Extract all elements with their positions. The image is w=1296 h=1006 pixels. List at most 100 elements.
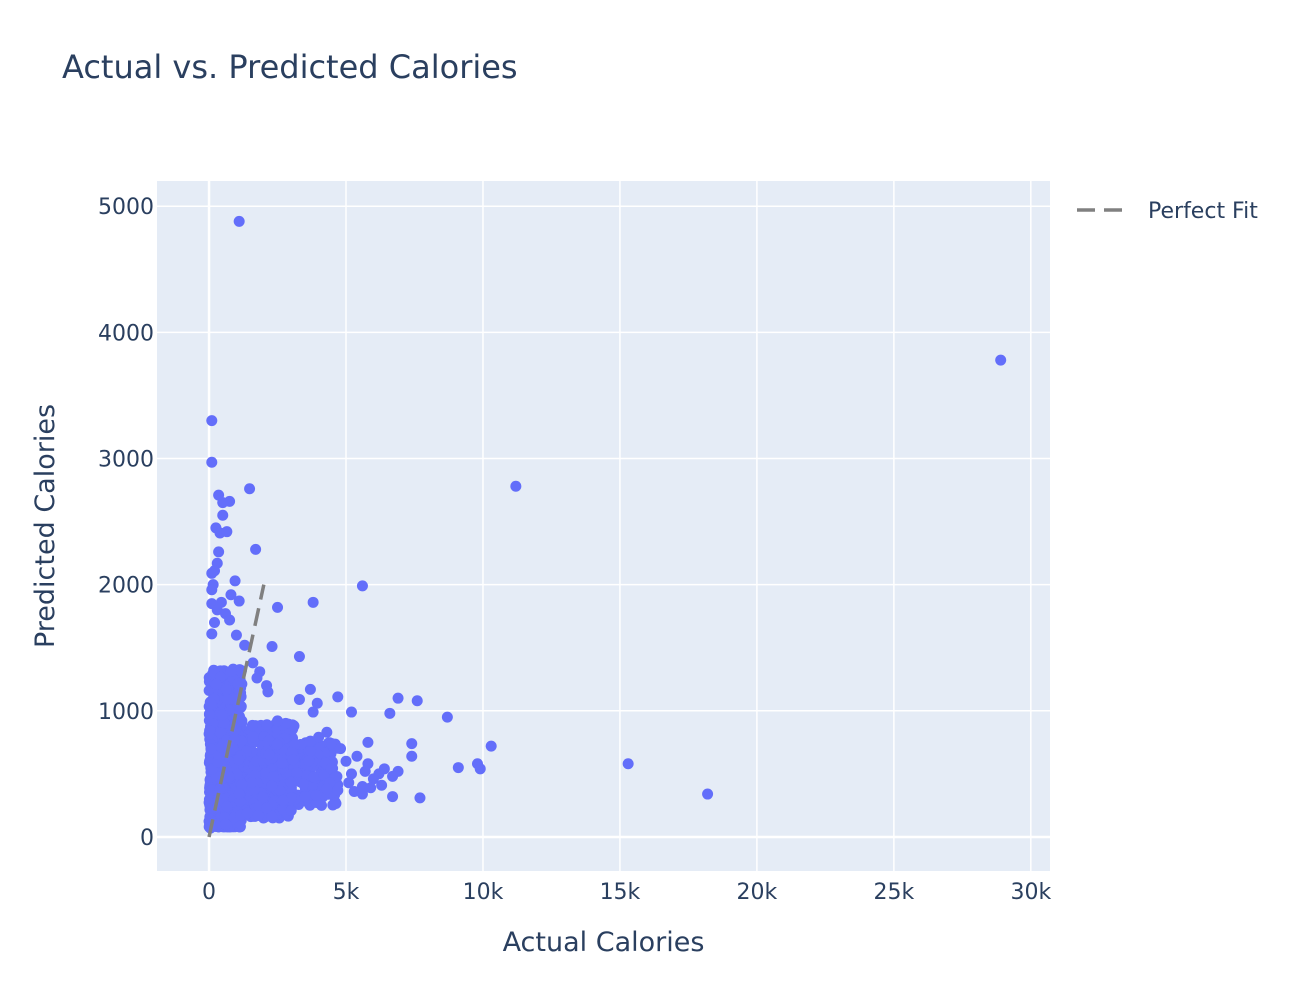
- cluster-point: [266, 811, 278, 823]
- cluster-point: [218, 717, 230, 729]
- cluster-point: [233, 788, 245, 800]
- data-point: [261, 802, 273, 814]
- cluster-point: [263, 748, 275, 760]
- data-point: [335, 743, 347, 755]
- data-point: [343, 777, 355, 789]
- y-tick-label: 5000: [98, 195, 154, 220]
- cluster-point: [304, 745, 316, 757]
- cluster-point: [223, 771, 235, 783]
- data-point: [213, 546, 225, 558]
- data-point: [266, 640, 278, 652]
- cluster-point: [291, 767, 303, 779]
- data-point: [441, 711, 453, 723]
- data-point: [406, 750, 418, 762]
- cluster-point: [267, 771, 279, 783]
- x-axis-title: Actual Calories: [503, 927, 705, 958]
- data-point: [359, 765, 371, 777]
- legend[interactable]: Perfect Fit: [1077, 199, 1258, 224]
- data-point: [356, 580, 368, 592]
- x-tick-label: 20k: [737, 880, 778, 905]
- data-point: [217, 497, 229, 509]
- data-point: [221, 526, 233, 538]
- data-point: [217, 509, 229, 521]
- data-point: [313, 731, 325, 743]
- data-point: [365, 782, 377, 794]
- cluster-point: [227, 743, 239, 755]
- data-point: [474, 763, 486, 775]
- data-point: [332, 691, 344, 703]
- data-point: [277, 794, 289, 806]
- data-point: [285, 804, 297, 816]
- x-tick-label: 30k: [1010, 880, 1051, 905]
- cluster-point: [214, 783, 226, 795]
- cluster-point: [266, 780, 278, 792]
- data-point: [340, 755, 352, 767]
- data-point: [310, 789, 322, 801]
- cluster-point: [215, 727, 227, 739]
- data-point: [702, 788, 714, 800]
- data-point: [345, 768, 357, 780]
- cluster-point: [225, 665, 237, 677]
- data-point: [452, 762, 464, 774]
- cluster-point: [271, 738, 283, 750]
- data-point: [384, 707, 396, 719]
- data-points: [204, 215, 1007, 834]
- data-point: [262, 686, 274, 698]
- y-tick-label: 0: [140, 826, 154, 851]
- cluster-point: [257, 791, 269, 803]
- x-tick-label: 5k: [333, 880, 360, 905]
- cluster-point: [326, 738, 338, 750]
- cluster-point: [261, 719, 273, 731]
- data-point: [239, 639, 251, 651]
- cluster-point: [236, 779, 248, 791]
- data-point: [406, 738, 418, 750]
- data-point: [225, 589, 237, 601]
- y-tick-label: 3000: [98, 448, 154, 473]
- perfect-fit-segment: [207, 584, 266, 838]
- cluster-point: [221, 693, 233, 705]
- cluster-point: [204, 725, 216, 737]
- cluster-point: [234, 795, 246, 807]
- data-point: [376, 779, 388, 791]
- data-point: [356, 788, 368, 800]
- data-point: [351, 750, 363, 762]
- cluster-point: [228, 734, 240, 746]
- y-tick-label: 4000: [98, 321, 154, 346]
- data-point: [510, 480, 522, 492]
- data-point: [387, 791, 399, 803]
- cluster-point: [274, 785, 286, 797]
- data-point: [229, 575, 241, 587]
- data-point: [299, 791, 311, 803]
- data-point: [230, 629, 242, 641]
- perfect-fit-line: [207, 584, 266, 838]
- cluster-point: [203, 708, 215, 720]
- data-point: [206, 415, 218, 427]
- data-point: [307, 596, 319, 608]
- cluster-point: [285, 777, 297, 789]
- data-point: [362, 736, 374, 748]
- data-point: [244, 483, 256, 495]
- data-point: [995, 354, 1007, 366]
- cluster-point: [221, 801, 233, 813]
- data-point: [321, 726, 333, 738]
- x-axis-ticks: 0 5k 10k 15k 20k 25k 30k: [202, 880, 1051, 905]
- data-point: [247, 657, 259, 669]
- data-point: [356, 780, 368, 792]
- data-point: [206, 456, 218, 468]
- cluster-point: [233, 753, 245, 765]
- x-tick-label: 15k: [600, 880, 641, 905]
- data-point: [307, 706, 319, 718]
- data-point: [311, 697, 323, 709]
- gridlines: [157, 181, 1050, 871]
- data-point: [387, 770, 399, 782]
- data-point: [233, 215, 245, 227]
- cluster-point: [205, 698, 217, 710]
- data-point: [252, 809, 264, 821]
- data-point: [293, 651, 305, 663]
- y-axis-title: Predicted Calories: [30, 404, 61, 648]
- data-point: [219, 818, 231, 830]
- data-point: [241, 807, 253, 819]
- data-point: [272, 715, 284, 727]
- data-point: [233, 595, 245, 607]
